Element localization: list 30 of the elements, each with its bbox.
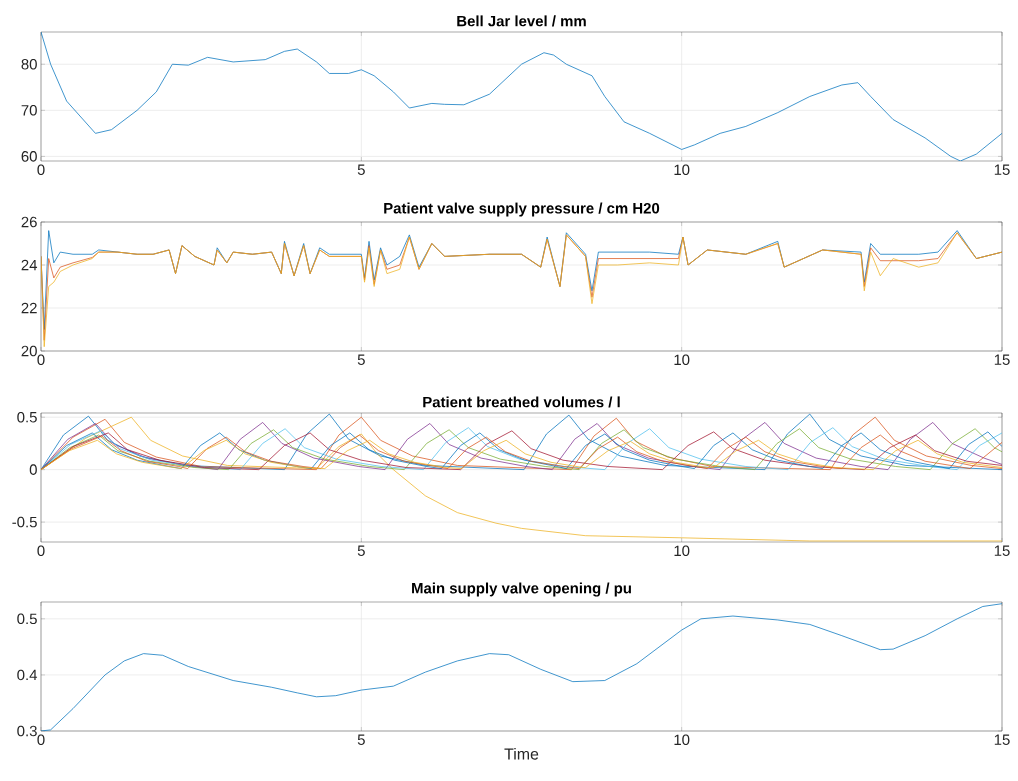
x-tick-label: 5 [357, 545, 365, 556]
y-tick-label: 60 [21, 151, 37, 162]
x-tick-label: 15 [994, 734, 1010, 745]
y-tick-label: 0.5 [17, 613, 37, 625]
x-tick-label: 15 [994, 354, 1010, 365]
chart-title: Patient breathed volumes / l [423, 396, 620, 408]
y-tick-label: 80 [21, 58, 37, 70]
y-tick-label: -0.5 [12, 516, 37, 528]
x-tick-label: 10 [674, 545, 690, 557]
x-axis-title: Time [504, 747, 539, 760]
x-tick-label: 5 [357, 734, 365, 745]
chart-title: Bell Jar level / mm [457, 15, 586, 27]
x-tick-label: 10 [674, 354, 690, 366]
y-tick-label: 70 [21, 105, 37, 116]
x-tick-label: 5 [357, 354, 365, 365]
y-tick-label: 22 [21, 302, 37, 314]
x-tick-label: 10 [674, 164, 690, 176]
y-tick-label: 24 [21, 259, 38, 271]
y-tick-label: 0.4 [17, 669, 38, 681]
y-tick-label: 20 [21, 345, 37, 357]
x-tick-label: 10 [674, 734, 690, 746]
y-tick-label: 0.5 [17, 411, 37, 423]
x-tick-label: 15 [994, 164, 1010, 175]
y-tick-label: 26 [21, 216, 37, 228]
chart-title: Patient valve supply pressure / cm H20 [384, 202, 660, 217]
x-tick-label: 15 [994, 545, 1010, 556]
x-tick-label: 5 [357, 164, 365, 175]
chart-title: Main supply valve opening / pu [412, 582, 631, 597]
y-tick-label: 0.3 [17, 725, 37, 737]
y-tick-label: 0 [29, 464, 37, 475]
